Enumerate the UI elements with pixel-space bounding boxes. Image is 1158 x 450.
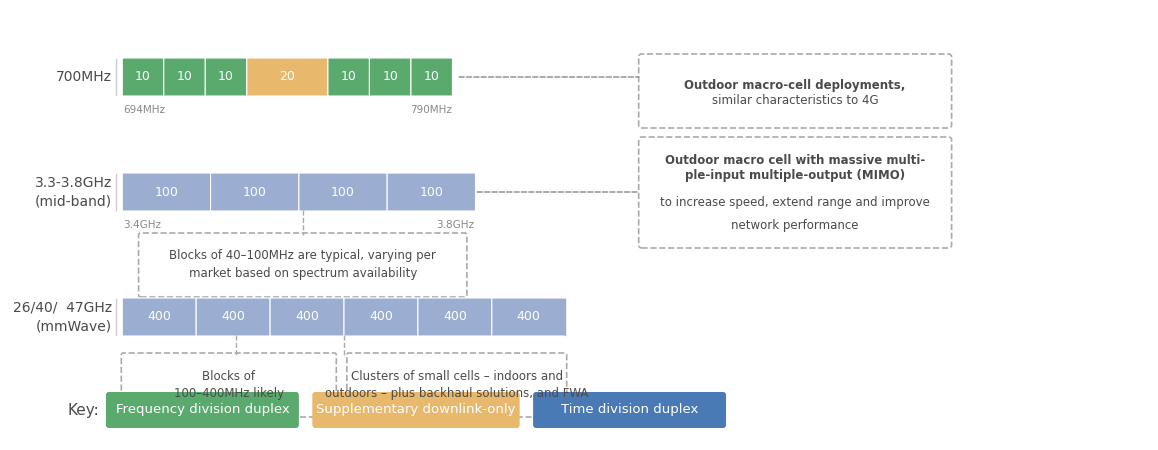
Text: 790MHz: 790MHz bbox=[410, 105, 452, 115]
Text: Time division duplex: Time division duplex bbox=[560, 404, 698, 417]
Text: Key:: Key: bbox=[67, 402, 100, 418]
FancyBboxPatch shape bbox=[205, 58, 247, 96]
FancyBboxPatch shape bbox=[418, 298, 492, 336]
Text: 400: 400 bbox=[369, 310, 393, 324]
FancyBboxPatch shape bbox=[369, 58, 411, 96]
Text: 10: 10 bbox=[218, 71, 234, 84]
FancyBboxPatch shape bbox=[270, 298, 344, 336]
Text: ple-input multiple-output (MIMO): ple-input multiple-output (MIMO) bbox=[686, 168, 906, 181]
FancyBboxPatch shape bbox=[211, 173, 299, 211]
FancyBboxPatch shape bbox=[347, 353, 566, 417]
Text: Frequency division duplex: Frequency division duplex bbox=[116, 404, 290, 417]
Text: 3.8GHz: 3.8GHz bbox=[437, 220, 475, 230]
Text: 100: 100 bbox=[243, 185, 266, 198]
Text: 400: 400 bbox=[147, 310, 171, 324]
FancyBboxPatch shape bbox=[533, 392, 726, 428]
Text: network performance: network performance bbox=[732, 219, 859, 231]
FancyBboxPatch shape bbox=[139, 233, 467, 297]
Text: 20: 20 bbox=[279, 71, 295, 84]
Text: similar characteristics to 4G: similar characteristics to 4G bbox=[712, 94, 879, 108]
FancyBboxPatch shape bbox=[123, 298, 196, 336]
Text: 100: 100 bbox=[419, 185, 444, 198]
FancyBboxPatch shape bbox=[639, 137, 952, 248]
Text: Outdoor macro-cell deployments,: Outdoor macro-cell deployments, bbox=[684, 80, 906, 93]
Text: Blocks of 40–100MHz are typical, varying per
market based on spectrum availabili: Blocks of 40–100MHz are typical, varying… bbox=[169, 249, 437, 280]
Text: 400: 400 bbox=[516, 310, 541, 324]
Text: 10: 10 bbox=[382, 71, 398, 84]
FancyBboxPatch shape bbox=[123, 173, 211, 211]
FancyBboxPatch shape bbox=[299, 173, 387, 211]
FancyBboxPatch shape bbox=[122, 353, 336, 417]
Text: Outdoor macro cell with massive multi-: Outdoor macro cell with massive multi- bbox=[665, 153, 925, 166]
FancyBboxPatch shape bbox=[313, 392, 520, 428]
Text: Clusters of small cells – indoors and
outdoors – plus backhaul solutions, and FW: Clusters of small cells – indoors and ou… bbox=[325, 369, 588, 400]
Text: 700MHz: 700MHz bbox=[56, 70, 111, 84]
Text: 10: 10 bbox=[340, 71, 357, 84]
Text: 100: 100 bbox=[331, 185, 356, 198]
Text: 400: 400 bbox=[221, 310, 245, 324]
Text: 10: 10 bbox=[424, 71, 440, 84]
FancyBboxPatch shape bbox=[163, 58, 205, 96]
Text: 400: 400 bbox=[295, 310, 318, 324]
Text: 10: 10 bbox=[135, 71, 151, 84]
Text: 100: 100 bbox=[154, 185, 178, 198]
Text: 694MHz: 694MHz bbox=[123, 105, 166, 115]
Text: 26/40/  47GHz
(mmWave): 26/40/ 47GHz (mmWave) bbox=[13, 301, 111, 333]
Text: Supplementary downlink-only: Supplementary downlink-only bbox=[316, 404, 515, 417]
FancyBboxPatch shape bbox=[492, 298, 566, 336]
FancyBboxPatch shape bbox=[328, 58, 369, 96]
FancyBboxPatch shape bbox=[639, 54, 952, 128]
Text: to increase speed, extend range and improve: to increase speed, extend range and impr… bbox=[660, 196, 930, 209]
FancyBboxPatch shape bbox=[123, 58, 163, 96]
FancyBboxPatch shape bbox=[247, 58, 328, 96]
FancyBboxPatch shape bbox=[105, 392, 299, 428]
FancyBboxPatch shape bbox=[411, 58, 453, 96]
FancyBboxPatch shape bbox=[387, 173, 476, 211]
Text: 400: 400 bbox=[442, 310, 467, 324]
Text: 3.3-3.8GHz
(mid-band): 3.3-3.8GHz (mid-band) bbox=[35, 176, 111, 208]
FancyBboxPatch shape bbox=[196, 298, 270, 336]
Text: 3.4GHz: 3.4GHz bbox=[123, 220, 161, 230]
FancyBboxPatch shape bbox=[344, 298, 418, 336]
Text: 10: 10 bbox=[176, 71, 192, 84]
Text: Blocks of
100–400MHz likely: Blocks of 100–400MHz likely bbox=[174, 369, 284, 400]
